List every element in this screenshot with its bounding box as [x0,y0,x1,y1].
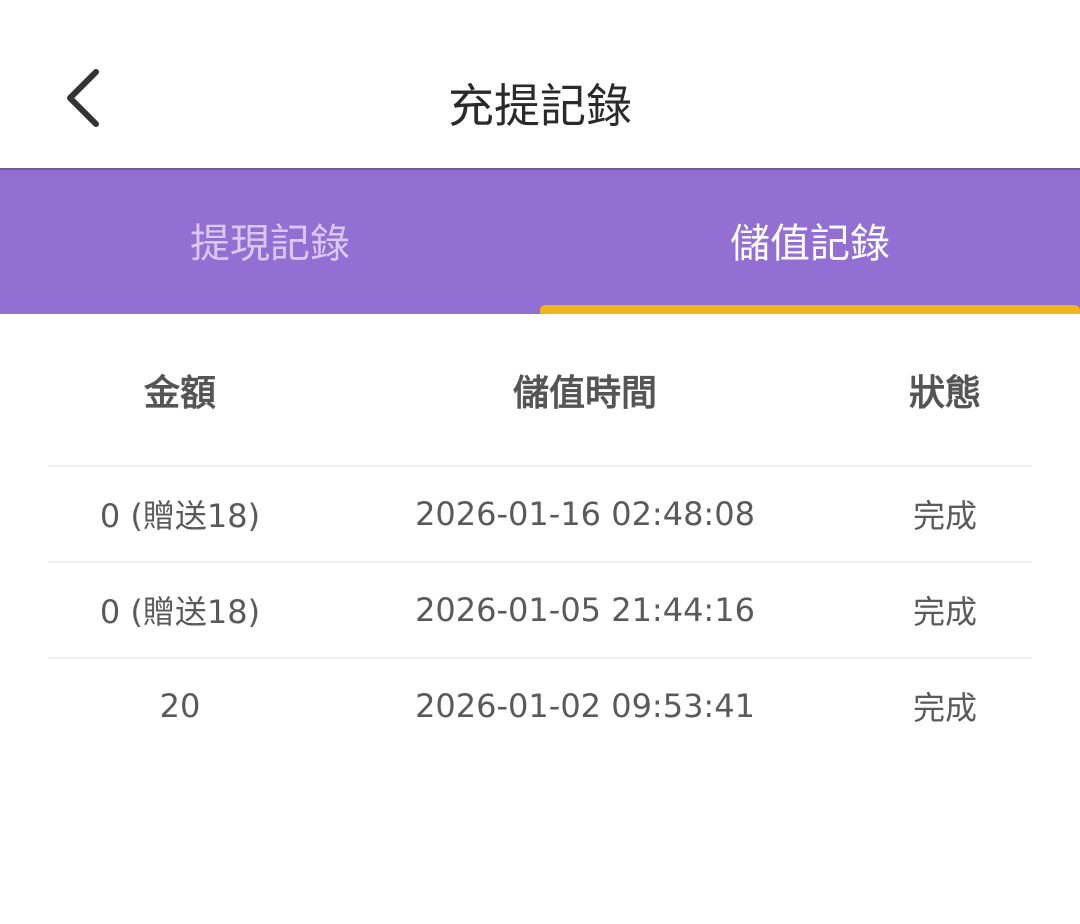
column-header-time: 儲值時間 [512,372,657,414]
table-header: 金額 儲值時間 狀態 [48,314,1032,467]
cell-amount: 20 [159,687,201,725]
table-row: 20 2026-01-02 09:53:41 完成 [48,659,1032,753]
cell-amount: 0 (贈送18) [99,497,261,535]
cell-status: 完成 [912,497,977,535]
column-header-amount: 金額 [143,372,216,414]
table-row: 0 (贈送18) 2026-01-16 02:48:08 完成 [48,467,1032,563]
tab-deposit-records[interactable]: 儲值記錄 [540,170,1080,314]
cell-time: 2026-01-02 09:53:41 [415,687,755,725]
cell-amount: 0 (贈送18) [99,593,261,631]
chevron-left-icon [67,69,99,127]
active-tab-indicator [540,305,1080,314]
back-button[interactable] [60,66,110,130]
cell-status: 完成 [912,593,977,631]
tab-withdrawal-records[interactable]: 提現記錄 [0,170,540,314]
records-table: 金額 儲值時間 狀態 0 (贈送18) 2026-01-16 02:48:08 … [48,314,1032,753]
tab-label: 儲值記錄 [730,221,890,267]
cell-time: 2026-01-05 21:44:16 [415,591,755,629]
tab-bar: 提現記錄 儲值記錄 [0,170,1080,314]
page-title: 充提記錄 [448,79,632,133]
column-header-status: 狀態 [908,372,981,414]
table-row: 0 (贈送18) 2026-01-05 21:44:16 完成 [48,563,1032,659]
cell-time: 2026-01-16 02:48:08 [415,495,755,533]
header: 充提記錄 [0,0,1080,170]
tab-label: 提現記錄 [190,221,350,267]
cell-status: 完成 [912,689,977,727]
